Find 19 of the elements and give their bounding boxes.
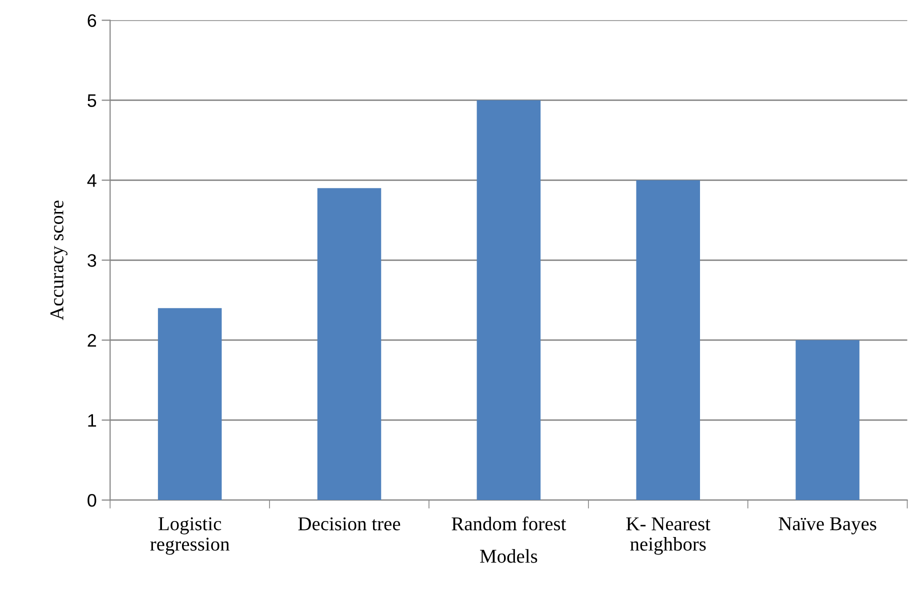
y-tick-label: 1 xyxy=(88,414,96,427)
x-tick-label: Naïve Bayes xyxy=(778,517,876,534)
y-tick-label: 5 xyxy=(88,94,96,107)
x-tick-label: Logistic regression xyxy=(150,517,230,555)
y-tick-label: 0 xyxy=(88,494,96,507)
x-tick-label: Random forest xyxy=(452,516,566,530)
bar xyxy=(636,180,700,500)
x-tick-label: Decision tree xyxy=(298,517,400,530)
bar xyxy=(476,100,541,500)
y-tick-label: 4 xyxy=(87,174,96,187)
x-axis-title: Models xyxy=(480,549,538,563)
bar xyxy=(796,340,860,500)
x-tick-label: K- Nearest neighbors xyxy=(626,517,710,555)
bar xyxy=(158,308,222,500)
bar xyxy=(317,188,382,500)
y-axis-title: Accuracy score xyxy=(50,200,68,320)
y-tick-label: 3 xyxy=(88,254,96,267)
y-tick-label: 2 xyxy=(88,334,96,347)
y-tick-label: 6 xyxy=(88,14,96,27)
